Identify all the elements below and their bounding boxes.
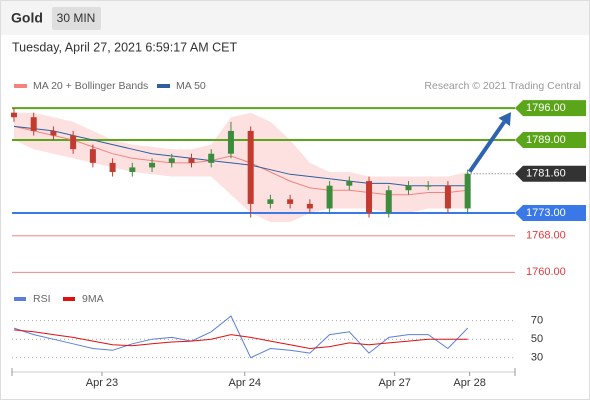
candle-body <box>129 167 136 172</box>
candle-body <box>346 181 353 186</box>
level-box <box>515 132 586 149</box>
x-tick-label: Apr 27 <box>378 377 410 389</box>
candle-body <box>30 117 37 131</box>
candle-body <box>326 185 333 209</box>
x-tick-label: Apr 23 <box>86 377 118 389</box>
timestamp: Tuesday, April 27, 2021 6:59:17 AM CET <box>12 40 237 54</box>
candle-body <box>267 199 274 204</box>
source: Research © 2021 Trading Central <box>424 80 581 92</box>
level-label: 1781.60 <box>526 168 566 180</box>
legend-label: RSI <box>33 293 51 305</box>
candle-body <box>385 190 392 214</box>
candle-body <box>444 185 451 209</box>
candle-body <box>149 162 156 168</box>
level-label: 1789.00 <box>526 134 566 146</box>
bollinger-band <box>14 112 468 223</box>
candle-body <box>70 135 77 150</box>
rsi-line <box>13 315 469 359</box>
candle-body <box>168 158 175 163</box>
candle-body <box>89 149 96 163</box>
legend-swatch <box>157 84 170 88</box>
legend-label: 9MA <box>82 293 104 305</box>
target-arrow <box>468 120 506 173</box>
level-box <box>515 165 586 182</box>
y-tick-label: 50 <box>531 333 543 345</box>
target-arrowhead <box>498 112 511 126</box>
legend-swatch <box>63 297 75 301</box>
candle-body <box>366 181 373 214</box>
candle-body <box>287 199 294 204</box>
x-tick-label: Apr 24 <box>229 377 261 389</box>
candle-body <box>208 153 215 163</box>
level-label: 1773.00 <box>526 207 566 219</box>
legend-swatch <box>14 297 26 301</box>
level-label: 1760.00 <box>526 266 566 278</box>
timeframe-box <box>52 7 101 30</box>
candle-body <box>10 112 17 118</box>
x-tick-label: Apr 28 <box>453 377 485 389</box>
ma-line <box>13 125 468 187</box>
level-label: 1796.00 <box>526 102 566 114</box>
level-box <box>515 205 586 222</box>
candle-body <box>188 158 195 163</box>
candle-body <box>50 130 57 136</box>
legend-label: MA 50 <box>176 80 206 92</box>
legend-swatch <box>14 84 27 88</box>
candle-body <box>425 185 432 187</box>
candle-body <box>306 203 313 209</box>
level-label: 1768.00 <box>526 230 566 242</box>
legend-label: MA 20 + Bollinger Bands <box>33 80 148 92</box>
rsi-line <box>13 329 468 350</box>
level-box <box>515 100 586 117</box>
ma-line <box>13 125 468 196</box>
candle-body <box>247 130 254 204</box>
candle-body <box>109 162 116 172</box>
y-tick-label: 70 <box>531 315 543 327</box>
candle-body <box>227 130 234 154</box>
timeframe: 30 MIN <box>57 11 96 25</box>
candle-body <box>464 173 471 209</box>
candle-body <box>405 185 412 191</box>
chart-title: Gold <box>11 10 43 26</box>
y-tick-label: 30 <box>531 352 543 364</box>
